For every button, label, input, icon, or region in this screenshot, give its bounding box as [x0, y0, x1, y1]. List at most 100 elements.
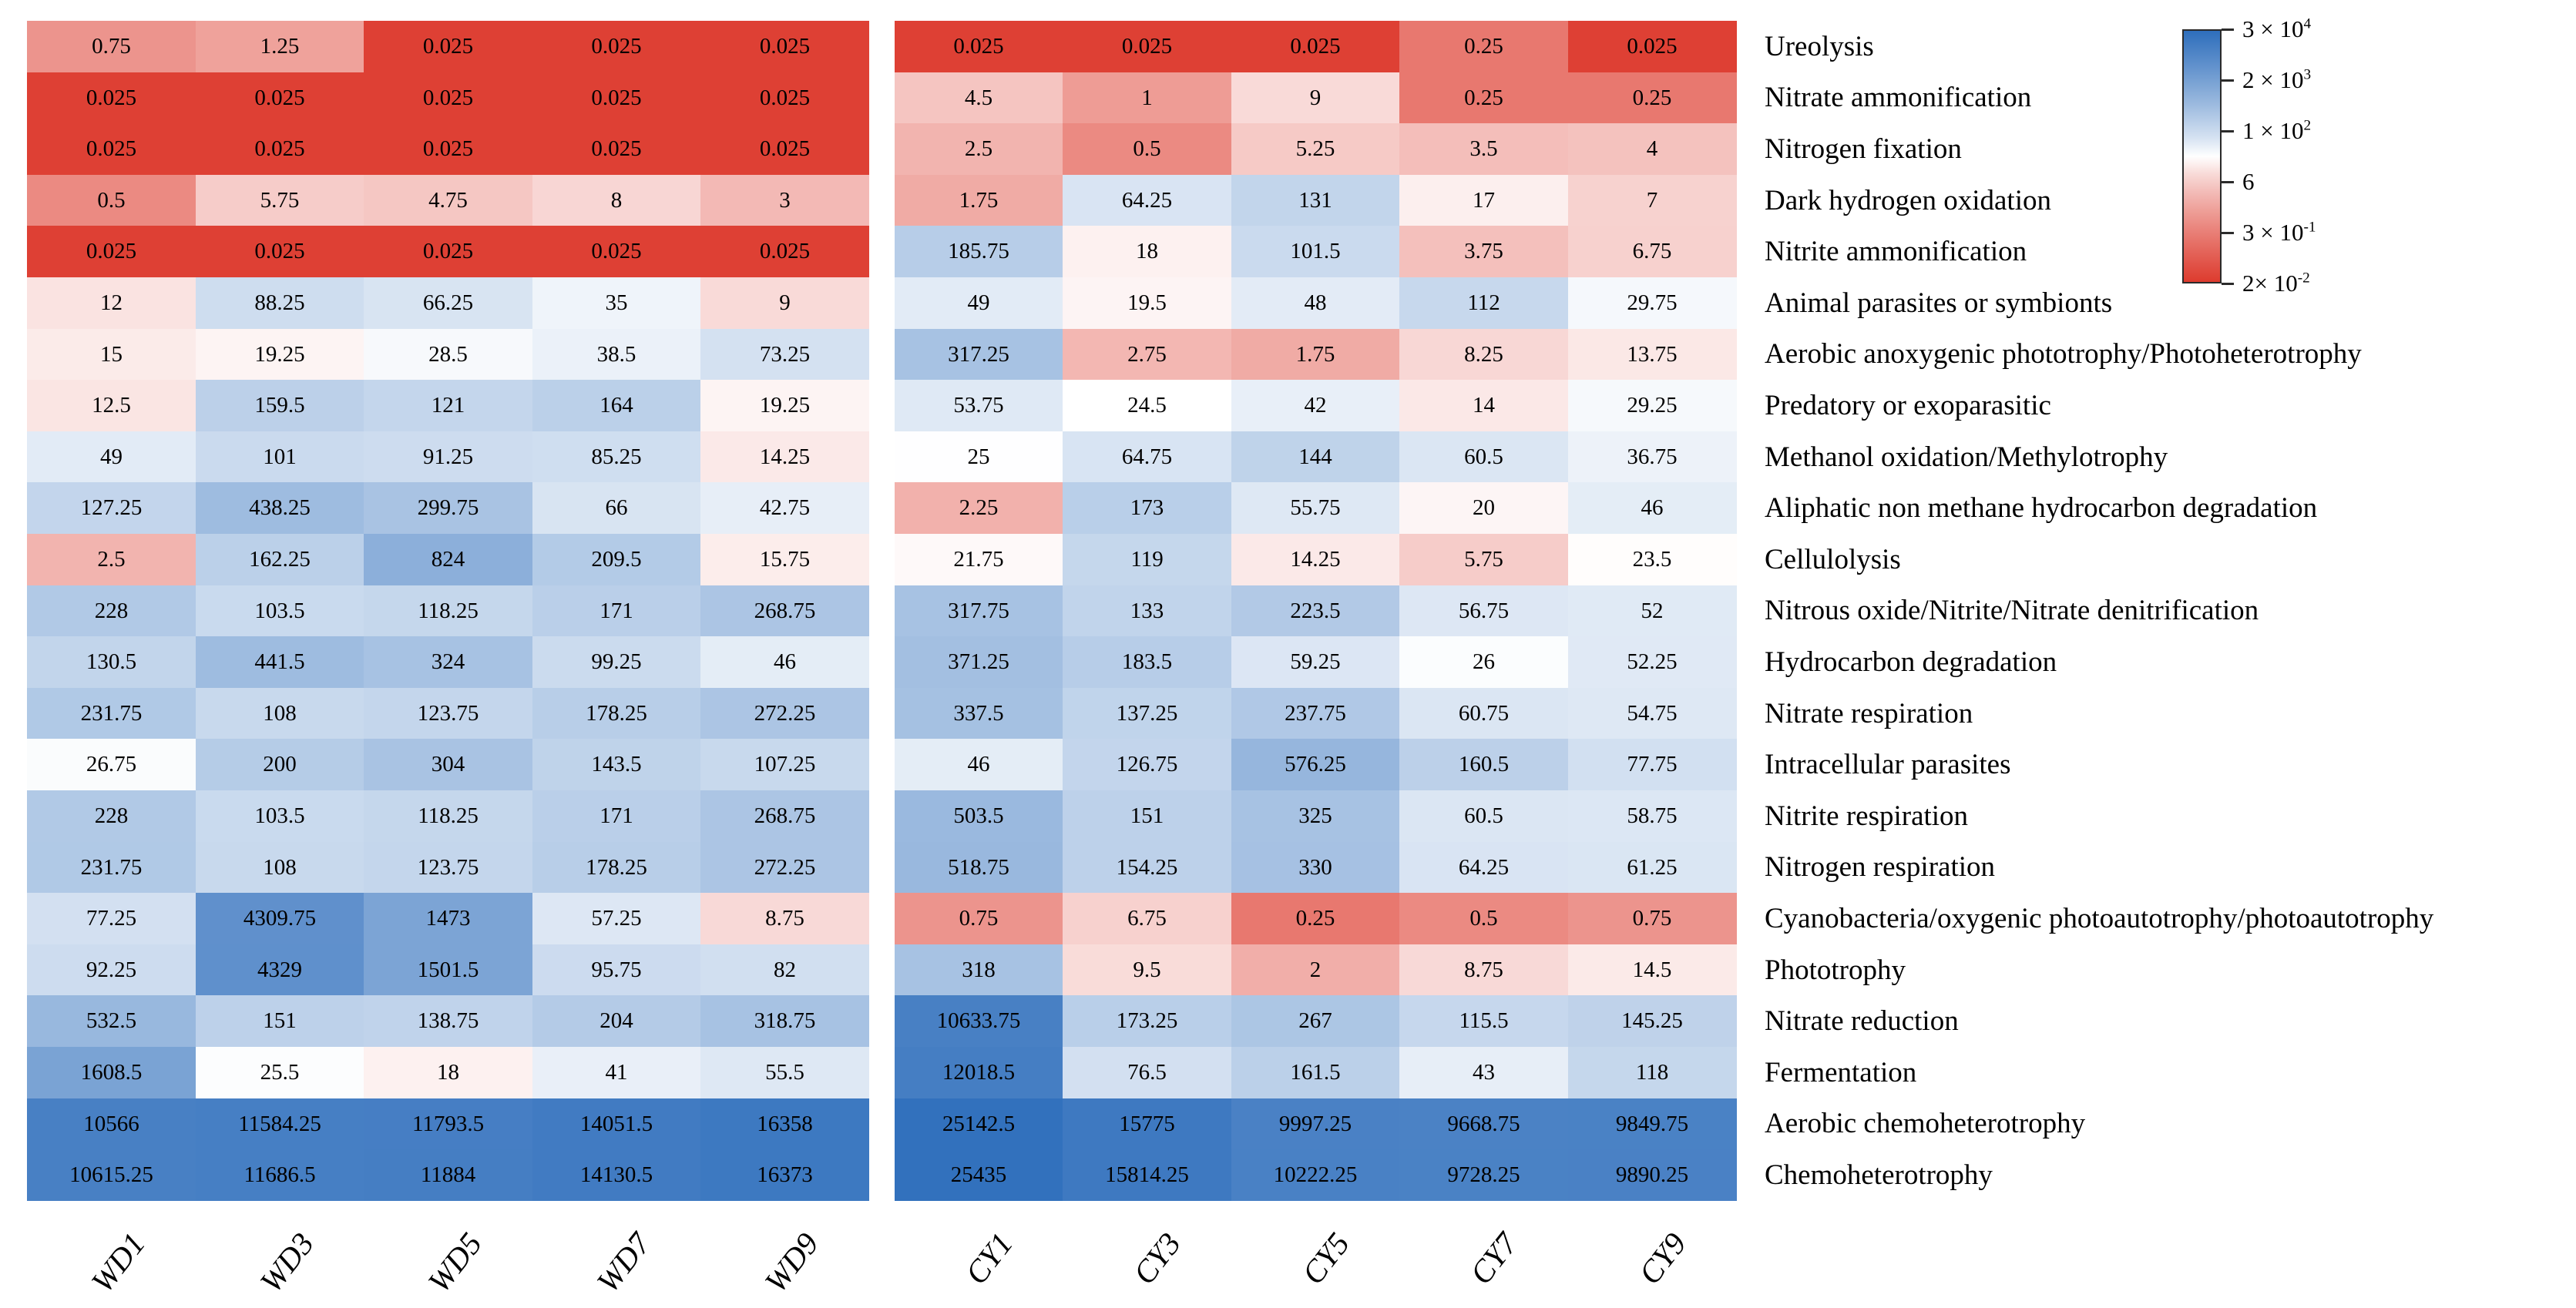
heatmap-cell: 441.5 — [195, 636, 364, 689]
heatmap-cell: 4309.75 — [195, 893, 364, 945]
colorbar-tick-mark — [2222, 79, 2234, 82]
heatmap-cell: 8.75 — [700, 893, 870, 945]
heatmap-cell: 9890.25 — [1567, 1149, 1737, 1202]
colorbar-tick-label: 3 × 10-1 — [2242, 219, 2316, 246]
heatmap-cell: 231.75 — [27, 687, 196, 740]
heatmap-cell: 0.75 — [27, 21, 196, 73]
heatmap-cell: 25435 — [894, 1149, 1063, 1202]
row-label: Nitrate reduction — [1765, 1005, 1959, 1038]
heatmap-cell: 52.25 — [1567, 636, 1737, 689]
heatmap-cell: 95.75 — [532, 944, 701, 996]
heatmap-cell: 0.025 — [27, 123, 196, 176]
heatmap-cell: 267 — [1231, 995, 1400, 1048]
colorbar-tick-label: 2 × 103 — [2242, 66, 2312, 93]
heatmap-cell: 64.25 — [1063, 174, 1232, 226]
heatmap-cell: 0.025 — [27, 72, 196, 124]
heatmap-cell: 200 — [195, 739, 364, 791]
heatmap-cell: 228 — [27, 790, 196, 843]
heatmap-cell: 25 — [894, 431, 1063, 483]
heatmap-cell: 178.25 — [532, 687, 701, 740]
heatmap-cell: 164 — [532, 380, 701, 432]
column-label: WD1 — [84, 1226, 153, 1300]
heatmap-cell: 2.25 — [894, 482, 1063, 535]
heatmap-cell: 161.5 — [1231, 1047, 1400, 1099]
heatmap-cell: 118 — [1567, 1047, 1737, 1099]
heatmap-cell: 0.025 — [532, 123, 701, 176]
colorbar-tick-mark — [2222, 282, 2234, 285]
heatmap-cell: 1 — [1063, 72, 1232, 124]
heatmap-cell: 118.25 — [364, 790, 533, 843]
heatmap-cell: 66 — [532, 482, 701, 535]
row-label: Dark hydrogen oxidation — [1765, 184, 2051, 216]
heatmap-cell: 56.75 — [1399, 585, 1569, 637]
row-label: Nitrate respiration — [1765, 697, 1973, 729]
column-label: WD5 — [421, 1226, 489, 1300]
heatmap-cell: 0.5 — [27, 174, 196, 226]
heatmap-cell: 11884 — [364, 1149, 533, 1202]
heatmap-cell: 0.025 — [1567, 21, 1737, 73]
heatmap-cell: 160.5 — [1399, 739, 1569, 791]
heatmap-cell: 101 — [195, 431, 364, 483]
row-label: Aliphatic non methane hydrocarbon degrad… — [1765, 492, 2318, 525]
heatmap-cell: 162.25 — [195, 534, 364, 586]
heatmap-cell: 17 — [1399, 174, 1569, 226]
heatmap-cell: 171 — [532, 585, 701, 637]
heatmap-cell: 46 — [894, 739, 1063, 791]
colorbar-tick-mark — [2222, 129, 2234, 132]
heatmap-cell: 14130.5 — [532, 1149, 701, 1202]
heatmap-cell: 20 — [1399, 482, 1569, 535]
heatmap-cell: 64.25 — [1399, 841, 1569, 894]
heatmap-cell: 2.75 — [1063, 328, 1232, 381]
heatmap-cell: 60.5 — [1399, 790, 1569, 843]
heatmap-cell: 123.75 — [364, 687, 533, 740]
heatmap-cell: 371.25 — [894, 636, 1063, 689]
row-label: Fermentation — [1765, 1056, 1917, 1088]
heatmap-cell: 12 — [27, 277, 196, 330]
column-label: CY1 — [958, 1226, 1019, 1291]
heatmap-cell: 55.5 — [700, 1047, 870, 1099]
heatmap-cell: 107.25 — [700, 739, 870, 791]
heatmap-cell: 29.75 — [1567, 277, 1737, 330]
heatmap-cell: 5.25 — [1231, 123, 1400, 176]
heatmap-cell: 92.25 — [27, 944, 196, 996]
heatmap-cell: 59.25 — [1231, 636, 1400, 689]
heatmap-cell: 0.025 — [532, 21, 701, 73]
heatmap-cell: 0.025 — [700, 123, 870, 176]
heatmap-cell: 337.5 — [894, 687, 1063, 740]
colorbar-tick-label: 1 × 102 — [2242, 117, 2312, 144]
heatmap-cell: 576.25 — [1231, 739, 1400, 791]
heatmap-cell: 7 — [1567, 174, 1737, 226]
heatmap-cell: 3.5 — [1399, 123, 1569, 176]
heatmap-cell: 121 — [364, 380, 533, 432]
heatmap-cell: 330 — [1231, 841, 1400, 894]
heatmap-cell: 438.25 — [195, 482, 364, 535]
heatmap-cell: 1473 — [364, 893, 533, 945]
row-label: Ureolysis — [1765, 30, 1874, 62]
heatmap-cell: 10222.25 — [1231, 1149, 1400, 1202]
heatmap-cell: 318.75 — [700, 995, 870, 1048]
column-label: WD3 — [252, 1226, 321, 1300]
heatmap-cell: 119 — [1063, 534, 1232, 586]
heatmap-cell: 13.75 — [1567, 328, 1737, 381]
heatmap-cell: 9997.25 — [1231, 1098, 1400, 1150]
heatmap-cell: 36.75 — [1567, 431, 1737, 483]
heatmap-cell: 61.25 — [1567, 841, 1737, 894]
heatmap-cell: 0.025 — [700, 72, 870, 124]
row-label: Chemoheterotrophy — [1765, 1159, 1993, 1191]
heatmap-cell: 118.25 — [364, 585, 533, 637]
heatmap-cell: 11793.5 — [364, 1098, 533, 1150]
heatmap-cell: 4 — [1567, 123, 1737, 176]
heatmap-cell: 185.75 — [894, 226, 1063, 278]
heatmap-cell: 131 — [1231, 174, 1400, 226]
heatmap-cell: 52 — [1567, 585, 1737, 637]
heatmap-cell: 0.5 — [1063, 123, 1232, 176]
heatmap-cell: 42 — [1231, 380, 1400, 432]
column-label: CY5 — [1295, 1226, 1356, 1291]
heatmap-cell: 304 — [364, 739, 533, 791]
row-label: Nitrous oxide/Nitrite/Nitrate denitrific… — [1765, 595, 2259, 627]
heatmap-cell: 0.75 — [894, 893, 1063, 945]
row-label: Nitrogen fixation — [1765, 132, 1962, 165]
heatmap-cell: 299.75 — [364, 482, 533, 535]
heatmap-cell: 8 — [532, 174, 701, 226]
heatmap-cell: 9 — [700, 277, 870, 330]
